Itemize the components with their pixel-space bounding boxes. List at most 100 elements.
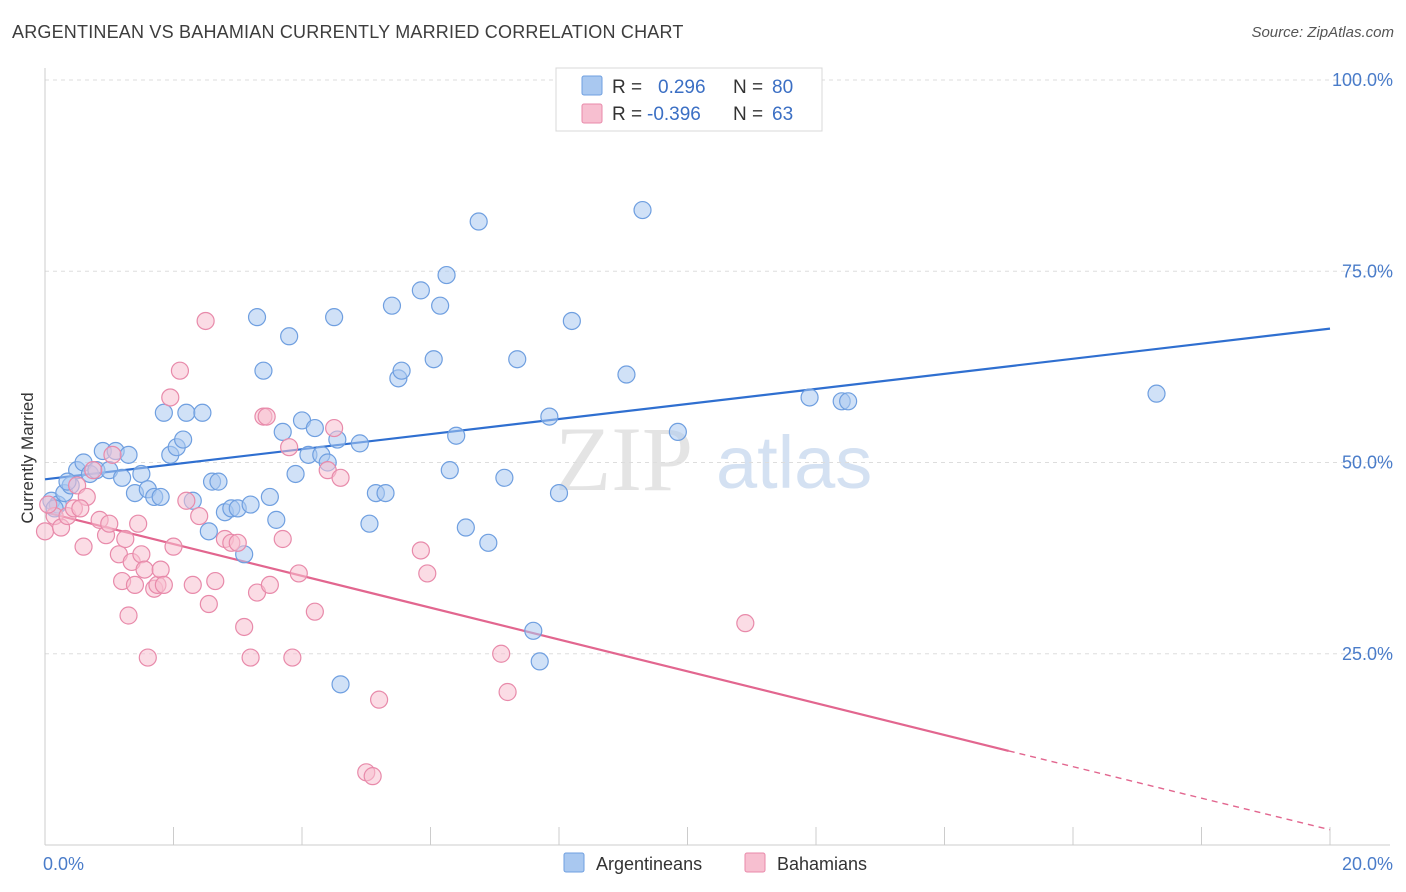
legend-swatch-argentineans <box>563 852 585 873</box>
argentineans-point <box>193 403 212 422</box>
bahamians-point <box>260 575 279 595</box>
bahamians-point <box>35 522 55 541</box>
bahamians-point <box>138 648 157 667</box>
argentineans-point <box>431 296 450 315</box>
y-axis-title: Currently Married <box>18 392 37 523</box>
bahamians-point <box>74 537 93 556</box>
argentineans-point <box>177 403 196 422</box>
bahamians-point <box>418 564 437 583</box>
bahamians-point <box>273 529 292 549</box>
stats-box: R = 0.296 N = 80 R = -0.396 N = 63 <box>555 67 823 132</box>
bahamians-point <box>241 648 260 667</box>
legend: Argentineans Bahamians <box>563 852 867 874</box>
bahamians-point <box>257 407 276 426</box>
legend-label-bahamians: Bahamians <box>777 854 867 874</box>
argentineans-point <box>119 445 138 464</box>
argentineans-point <box>280 327 299 346</box>
bahamians-point <box>411 541 430 560</box>
bahamians-point <box>164 537 183 556</box>
points-argentineans <box>42 200 1166 694</box>
argentineans-point <box>479 533 498 552</box>
bahamians-point <box>129 514 148 533</box>
argentineans-point <box>331 675 350 694</box>
bahamians-point <box>135 560 154 579</box>
bahamians-point <box>103 445 122 464</box>
bahamians-point <box>228 533 247 552</box>
argentineans-point <box>382 296 402 315</box>
argentineans-point <box>411 281 430 300</box>
argentineans-point <box>132 464 151 484</box>
n-label-argentineans: N = <box>733 77 763 98</box>
bahamians-point <box>151 560 170 579</box>
argentineans-point <box>447 426 466 445</box>
n-label-bahamians: N = <box>733 104 763 125</box>
r-label-bahamians: R = <box>612 104 642 125</box>
argentineans-point <box>273 422 292 441</box>
argentineans-point <box>112 468 132 487</box>
argentineans-point <box>424 350 443 369</box>
argentineans-point <box>530 652 549 671</box>
argentineans-point <box>524 621 543 640</box>
bahamians-point <box>492 644 511 663</box>
bahamians-point <box>119 606 138 625</box>
argentineans-point <box>154 403 173 422</box>
argentineans-point <box>325 308 344 327</box>
bahamians-point <box>154 575 173 595</box>
x-tick-label-max: 20.0% <box>1342 854 1393 874</box>
argentineans-point <box>540 407 559 426</box>
argentineans-point <box>247 308 267 327</box>
argentineans-point <box>508 350 527 369</box>
argentineans-point <box>562 311 581 331</box>
argentineans-point <box>360 514 379 533</box>
r-value-argentineans: 0.296 <box>658 77 706 98</box>
bahamians-point <box>125 575 145 595</box>
argentineans-point <box>392 361 411 380</box>
argentineans-point <box>350 434 369 453</box>
legend-swatch-bahamians <box>744 852 766 873</box>
bahamians-point <box>325 418 344 438</box>
argentineans-point <box>174 430 193 449</box>
bahamians-point <box>206 571 225 591</box>
bahamians-point <box>289 564 308 583</box>
bahamians-point <box>161 388 180 407</box>
trend-line-argentineans <box>44 327 1331 481</box>
bahamians-point <box>196 311 215 331</box>
bahamians-point <box>363 767 382 786</box>
argentineans-point <box>305 418 324 438</box>
argentineans-point <box>254 361 273 380</box>
bahamians-point <box>331 468 350 487</box>
r-value-bahamians: -0.396 <box>647 104 701 125</box>
bahamians-point <box>100 514 119 533</box>
bahamians-point <box>280 438 299 457</box>
argentineans-point <box>437 265 456 285</box>
bahamians-point <box>498 682 517 702</box>
y-tick-label-3: 25.0% <box>1342 644 1393 664</box>
bahamians-swatch <box>581 103 603 124</box>
x-tick-label-min: 0.0% <box>43 854 84 874</box>
bahamians-point <box>736 614 755 633</box>
argentineans-point <box>209 472 228 491</box>
gridlines <box>45 79 1390 655</box>
axes <box>44 68 1390 846</box>
argentineans-point <box>800 388 819 407</box>
chart-title: ARGENTINEAN VS BAHAMIAN CURRENTLY MARRIE… <box>12 22 684 42</box>
argentineans-point <box>549 484 569 503</box>
points-bahamians <box>35 311 755 786</box>
bahamians-point <box>370 690 389 709</box>
watermark: ZIP atlas <box>555 408 872 510</box>
y-tick-label-2: 50.0% <box>1342 453 1393 473</box>
argentineans-point <box>456 518 475 537</box>
bahamians-point <box>305 602 324 621</box>
bahamians-point <box>170 361 190 380</box>
y-tick-label-1: 75.0% <box>1342 261 1393 281</box>
argentineans-point <box>376 484 395 503</box>
argentineans-point <box>469 212 488 231</box>
argentineans-point <box>151 487 170 507</box>
argentineans-point <box>495 468 514 487</box>
bahamians-point <box>199 594 218 614</box>
watermark-zip: ZIP <box>555 408 693 510</box>
r-label-argentineans: R = <box>612 77 642 98</box>
argentineans-point <box>440 461 459 480</box>
bahamians-point <box>283 648 302 667</box>
